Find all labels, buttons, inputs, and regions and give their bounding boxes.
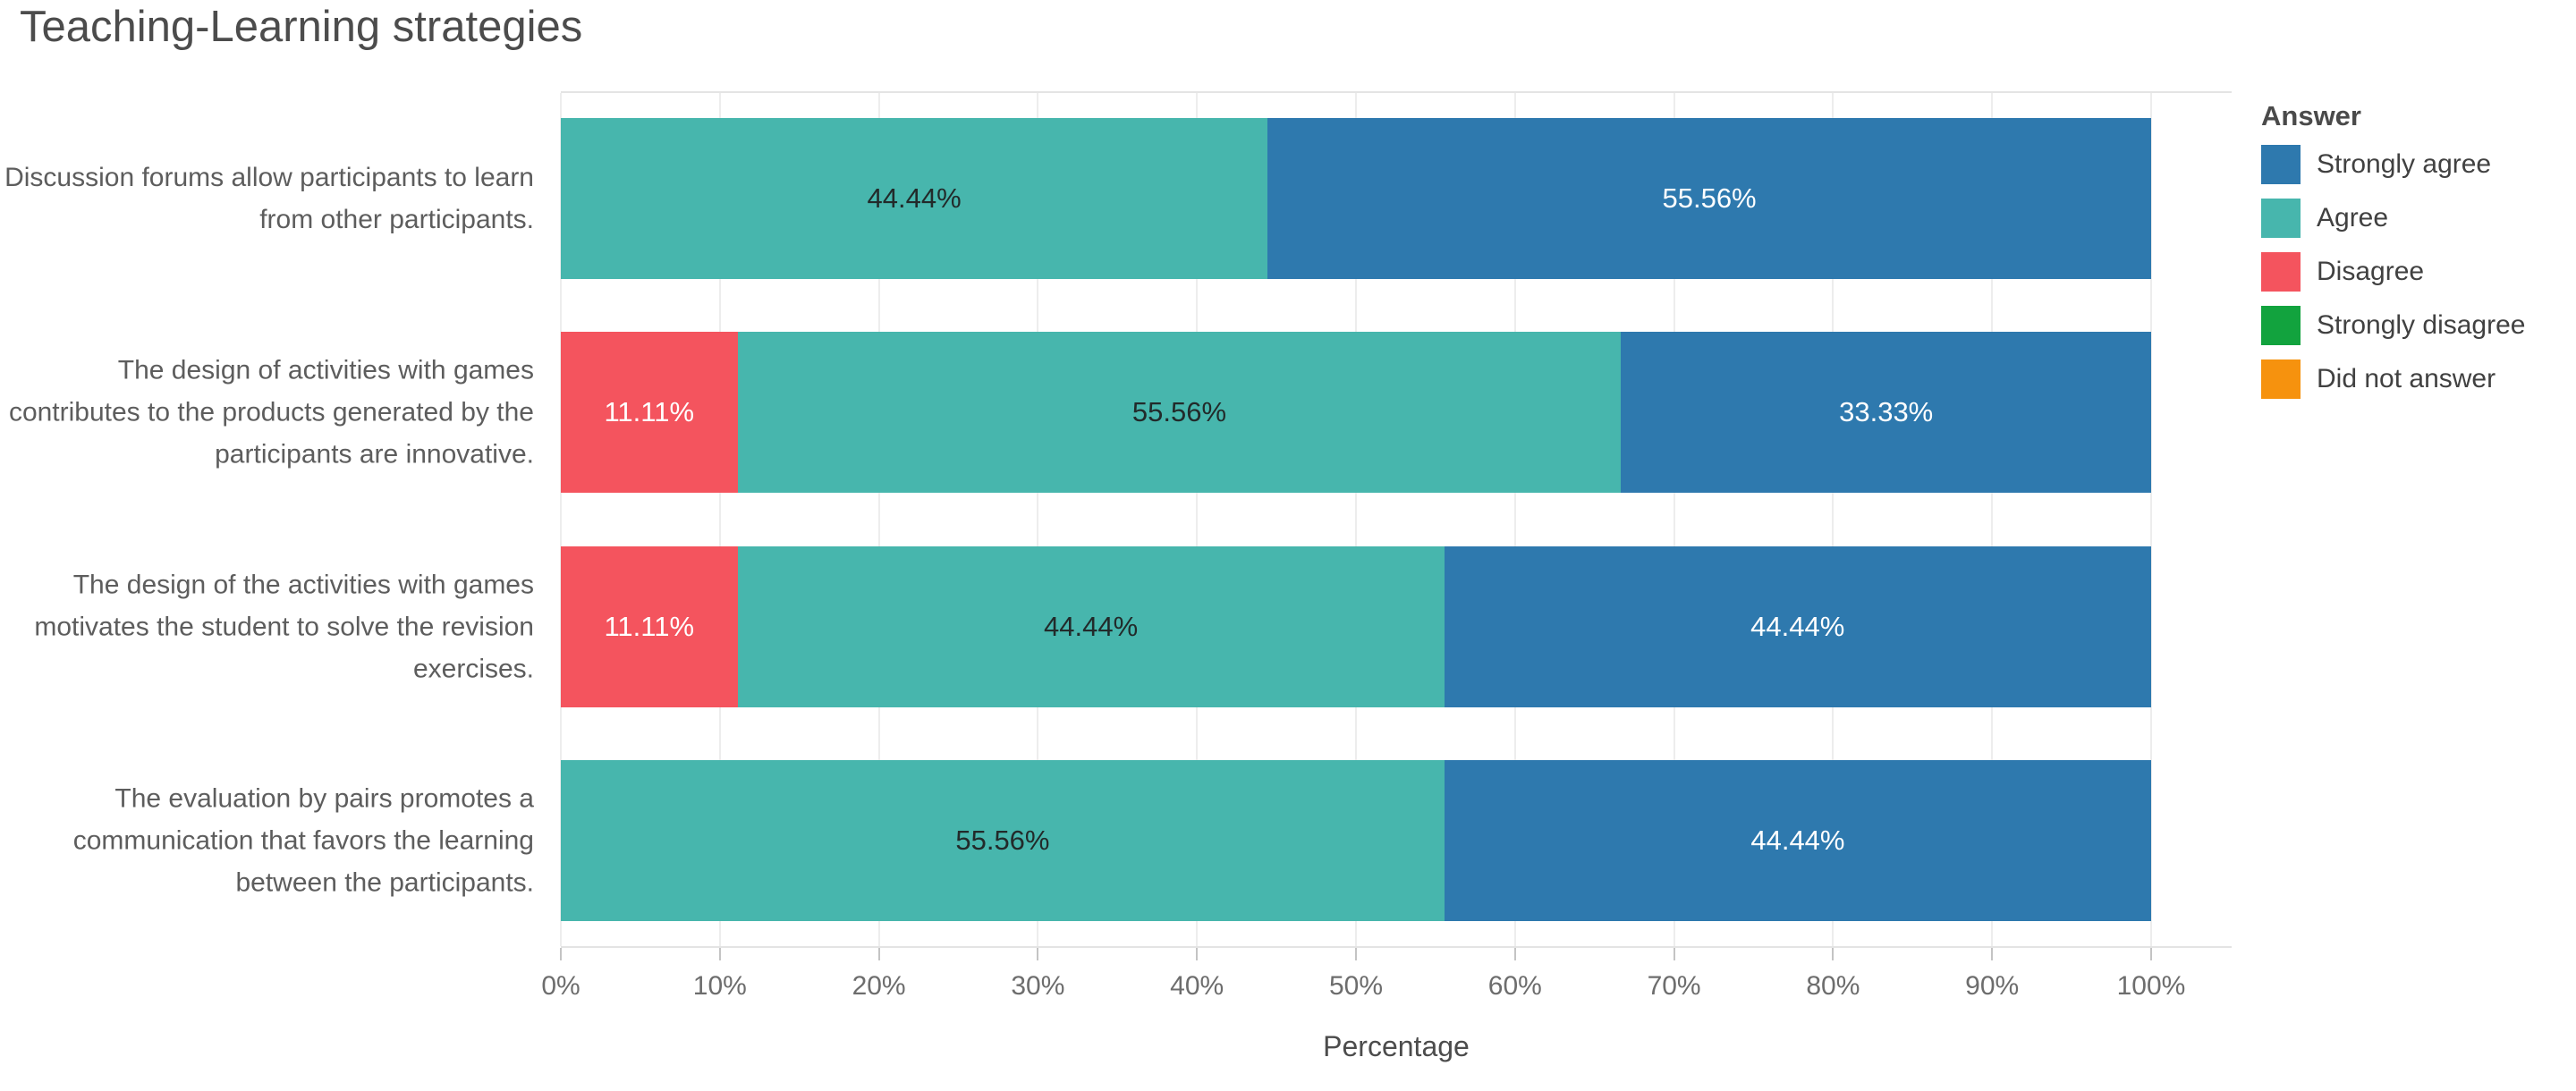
tick-label-0%: 0% xyxy=(541,971,580,1001)
legend-items: Strongly agree Agree Disagree Strongly disa… xyxy=(2261,145,2576,399)
bar-segment-value: 11.11% xyxy=(604,396,695,428)
bar-segment-agree[interactable]: 55.56% xyxy=(561,760,1445,922)
tick-label-40%: 40% xyxy=(1170,971,1224,1001)
row-category-label: The design of activities with games cont… xyxy=(8,355,534,469)
bar-segment-value: 33.33% xyxy=(1839,396,1934,428)
tick-mark-50% xyxy=(1355,948,1357,960)
legend-item-disagree[interactable]: Disagree xyxy=(2261,252,2576,292)
tick-label-70%: 70% xyxy=(1647,971,1701,1001)
tick-label-100%: 100% xyxy=(2116,971,2186,1001)
legend-item-did-not-answer[interactable]: Did not answer xyxy=(2261,359,2576,399)
gridline-70% xyxy=(1673,93,1675,946)
bar-segment-value: 44.44% xyxy=(1750,610,1845,642)
bar-segment-agree[interactable]: 44.44% xyxy=(737,546,1445,707)
legend-item-strongly-disagree[interactable]: Strongly disagree xyxy=(2261,306,2576,345)
tick-mark-90% xyxy=(1991,948,1994,960)
tick-label-20%: 20% xyxy=(852,971,906,1001)
legend-swatch-icon xyxy=(2261,359,2301,399)
gridline-50% xyxy=(1355,93,1357,946)
gridline-0% xyxy=(560,93,562,946)
bar-segment-value: 44.44% xyxy=(1750,825,1845,857)
row-category-label: The design of the activities with games … xyxy=(34,570,534,684)
legend-item-agree[interactable]: Agree xyxy=(2261,199,2576,238)
bar-segment-value: 44.44% xyxy=(867,182,962,214)
gridline-100% xyxy=(2150,93,2152,946)
tick-mark-0% xyxy=(560,948,562,960)
tick-mark-70% xyxy=(1673,948,1675,960)
bar-segment-strongly-agree[interactable]: 33.33% xyxy=(1621,332,2151,494)
legend-swatch-icon xyxy=(2261,252,2301,292)
bar-segment-strongly-agree[interactable]: 44.44% xyxy=(1444,546,2151,707)
bar-segment-strongly-agree[interactable]: 55.56% xyxy=(1267,117,2151,279)
legend: Answer Strongly agree Agree Disagree Strong… xyxy=(2261,100,2576,413)
bar-segment-disagree[interactable]: 11.11% xyxy=(561,546,738,707)
bar-segment-agree[interactable]: 44.44% xyxy=(561,117,1268,279)
row-category-label: Discussion forums allow participants to … xyxy=(4,162,534,234)
tick-label-60%: 60% xyxy=(1487,971,1542,1001)
tick-mark-30% xyxy=(1037,948,1039,960)
legend-item-label: Strongly agree xyxy=(2317,149,2492,179)
gridline-20% xyxy=(877,93,880,946)
tick-mark-20% xyxy=(877,948,880,960)
bar-segment-value: 11.11% xyxy=(604,610,695,642)
row-category-label: The evaluation by pairs promotes a commu… xyxy=(72,783,534,898)
plot-area xyxy=(560,91,2232,948)
legend-item-strongly-agree[interactable]: Strongly agree xyxy=(2261,145,2576,184)
bar-segment-agree[interactable]: 55.56% xyxy=(737,332,1622,494)
bar-segment-value: 55.56% xyxy=(1662,182,1757,214)
chart-title: Teaching-Learning strategies xyxy=(20,3,583,51)
tick-mark-60% xyxy=(1513,948,1516,960)
gridline-60% xyxy=(1513,93,1516,946)
legend-swatch-icon xyxy=(2261,199,2301,238)
tick-mark-100% xyxy=(2150,948,2152,960)
legend-title: Answer xyxy=(2261,100,2361,131)
tick-label-30%: 30% xyxy=(1011,971,1065,1001)
tick-label-90%: 90% xyxy=(1965,971,2020,1001)
gridline-10% xyxy=(718,93,721,946)
tick-mark-40% xyxy=(1196,948,1199,960)
bar-segment-disagree[interactable]: 11.11% xyxy=(561,332,738,494)
legend-item-label: Strongly disagree xyxy=(2317,310,2526,340)
gridline-80% xyxy=(1832,93,1835,946)
gridline-30% xyxy=(1037,93,1039,946)
tick-label-80%: 80% xyxy=(1806,971,1860,1001)
bar-segment-value: 55.56% xyxy=(1131,396,1227,428)
bar-segment-value: 44.44% xyxy=(1044,610,1139,642)
bar-segment-strongly-agree[interactable]: 44.44% xyxy=(1444,760,2151,922)
tick-mark-80% xyxy=(1832,948,1835,960)
x-axis-title: Percentage xyxy=(1323,1030,1470,1062)
gridline-40% xyxy=(1196,93,1199,946)
gridline-90% xyxy=(1991,93,1994,946)
tick-label-10%: 10% xyxy=(692,971,747,1001)
bar-segment-value: 55.56% xyxy=(955,825,1050,857)
tick-label-50%: 50% xyxy=(1328,971,1384,1001)
legend-swatch-icon xyxy=(2261,145,2301,184)
tick-mark-10% xyxy=(718,948,721,960)
legend-item-label: Disagree xyxy=(2317,257,2425,286)
legend-item-label: Agree xyxy=(2317,203,2389,233)
legend-item-label: Did not answer xyxy=(2317,364,2496,393)
legend-swatch-icon xyxy=(2261,306,2301,345)
